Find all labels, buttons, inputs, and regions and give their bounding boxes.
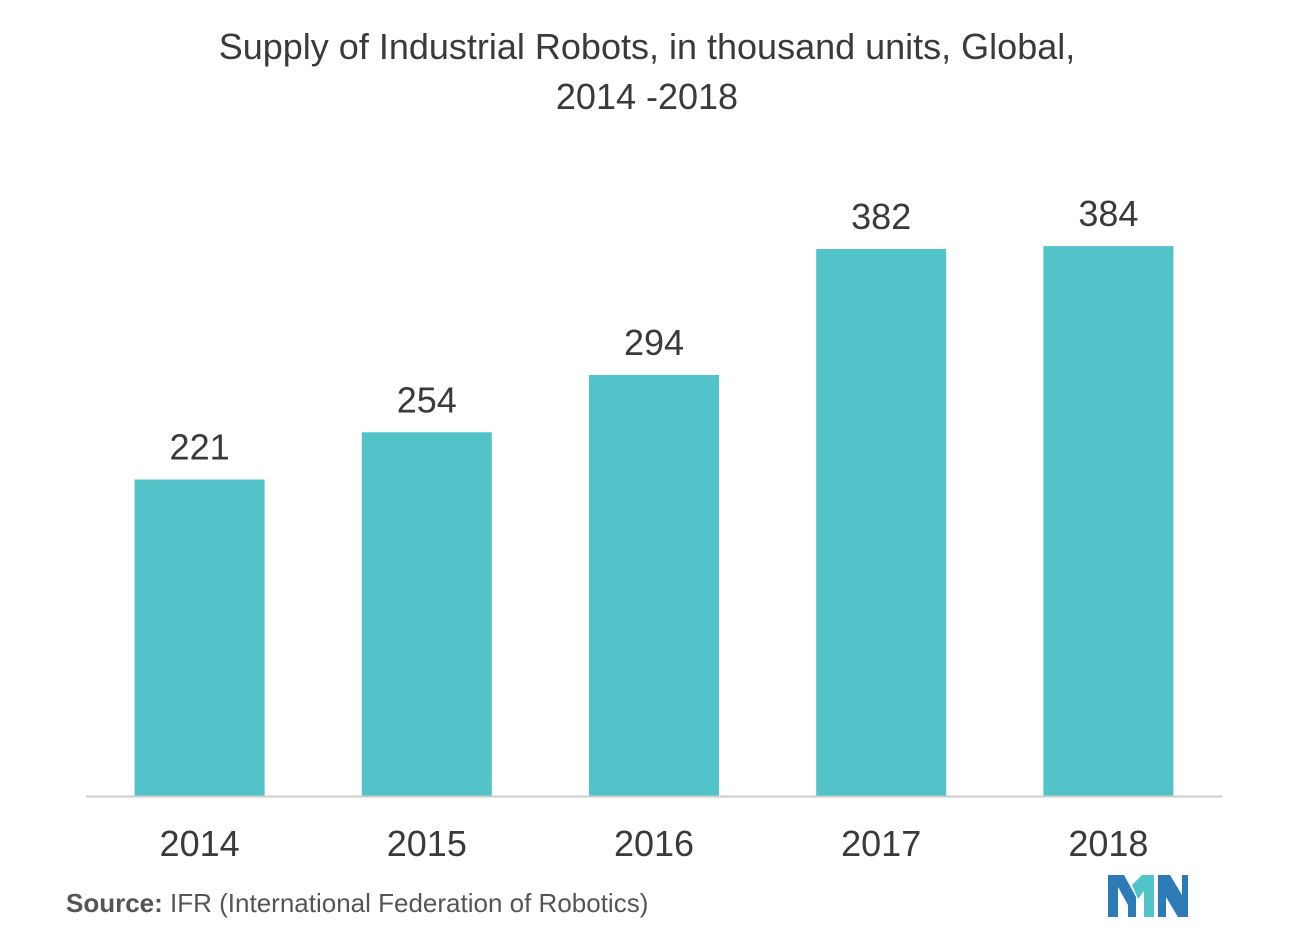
bar-value-labels: 221 254 294 382 384 <box>170 193 1139 467</box>
bar-2014 <box>134 479 265 796</box>
x-axis-tick-labels: 2014 2015 2016 2017 2018 <box>160 823 1149 864</box>
x-tick-label-2016: 2016 <box>614 823 694 864</box>
bar-value-label-2016: 294 <box>624 322 684 363</box>
x-tick-label-2015: 2015 <box>387 823 467 864</box>
chart-title: Supply of Industrial Robots, in thousand… <box>218 26 1076 117</box>
source-text: IFR (International Federation of Robotic… <box>162 888 649 918</box>
bar-value-label-2018: 384 <box>1078 193 1138 234</box>
x-tick-label-2014: 2014 <box>160 823 240 864</box>
bar-value-label-2017: 382 <box>851 196 911 237</box>
x-tick-label-2018: 2018 <box>1068 823 1148 864</box>
bar-2016 <box>589 374 719 796</box>
mordor-intelligence-logo-icon <box>1108 875 1188 917</box>
bar-2017 <box>816 248 947 796</box>
x-tick-label-2017: 2017 <box>841 823 921 864</box>
bar-value-label-2014: 221 <box>170 427 230 468</box>
bar-value-label-2015: 254 <box>397 379 457 420</box>
source-note: Source: IFR (International Federation of… <box>66 888 648 919</box>
source-key: Source: <box>66 888 163 918</box>
bar-2015 <box>361 432 492 796</box>
bars-layer <box>134 246 1174 796</box>
bar-2018 <box>1043 246 1174 796</box>
